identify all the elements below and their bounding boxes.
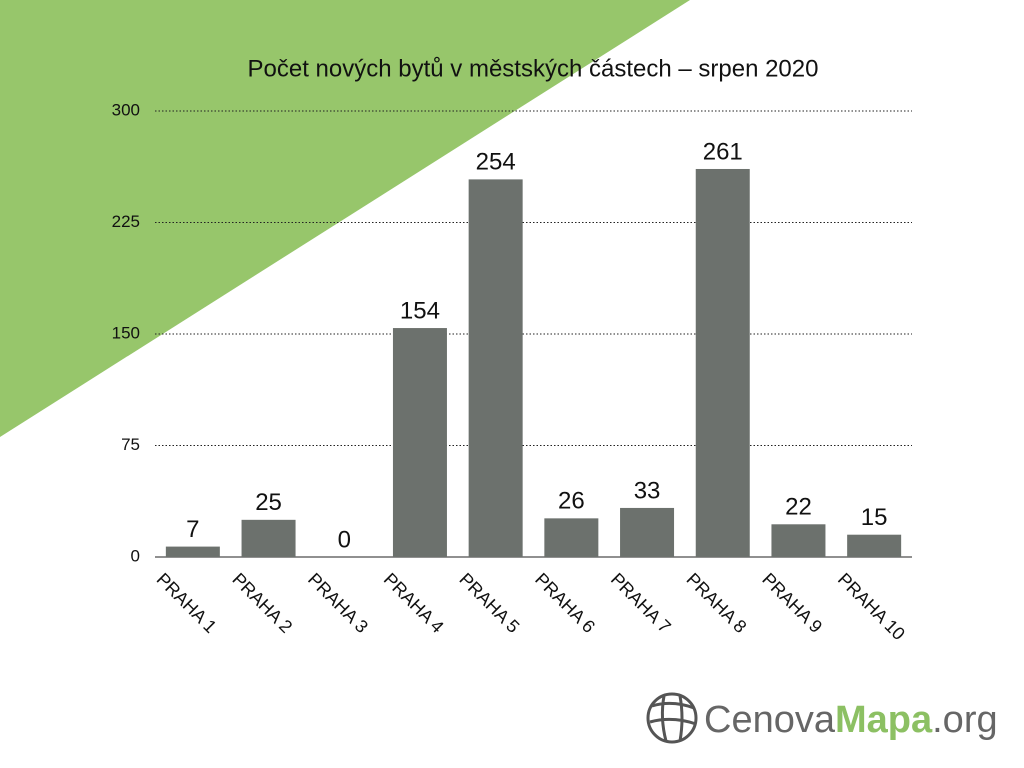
bar — [771, 524, 826, 557]
bar — [544, 518, 599, 557]
bar — [847, 534, 902, 557]
bar — [695, 168, 750, 558]
bar — [468, 179, 523, 558]
data-label: 25 — [255, 489, 282, 516]
x-tick-label: PRAHA 1 — [153, 569, 221, 637]
logo-grid — [649, 695, 697, 742]
data-label: 154 — [400, 297, 440, 324]
data-label: 33 — [634, 477, 661, 504]
y-tick-label: 300 — [112, 100, 140, 119]
x-tick-label: PRAHA 7 — [607, 569, 675, 637]
x-tick-label: PRAHA 9 — [758, 569, 826, 637]
bar — [392, 328, 447, 557]
y-tick-label: 225 — [112, 212, 140, 231]
background-triangle — [0, 0, 690, 437]
x-tick-label: PRAHA 3 — [304, 569, 372, 637]
bar — [241, 519, 296, 557]
chart-title: Počet nových bytů v městských částech – … — [248, 55, 819, 82]
data-label: 261 — [703, 138, 743, 165]
data-label: 22 — [785, 494, 812, 521]
x-tick-label: PRAHA 10 — [834, 569, 909, 644]
x-tick-label: PRAHA 6 — [531, 569, 599, 637]
logo-part: .org — [932, 699, 997, 741]
data-label: 254 — [476, 149, 516, 176]
x-tick-label: PRAHA 8 — [683, 569, 751, 637]
logo-globe — [646, 692, 698, 744]
logo: CenovaMapa.org — [646, 692, 998, 744]
x-tick-label: PRAHA 5 — [455, 569, 523, 637]
y-tick-label: 75 — [121, 435, 140, 454]
logo-part: Cenova — [704, 699, 836, 741]
logo-part: Mapa — [835, 699, 933, 741]
data-label: 26 — [558, 488, 585, 515]
y-tick-label: 150 — [112, 323, 140, 342]
data-label: 7 — [186, 516, 199, 543]
bar — [620, 507, 675, 557]
bar — [165, 546, 220, 557]
data-label: 0 — [338, 526, 351, 553]
y-tick-label: 0 — [131, 546, 140, 565]
data-label: 15 — [861, 504, 888, 531]
logo-text: CenovaMapa.org — [704, 699, 998, 741]
x-tick-label: PRAHA 4 — [380, 569, 448, 637]
x-tick-label: PRAHA 2 — [228, 569, 296, 637]
